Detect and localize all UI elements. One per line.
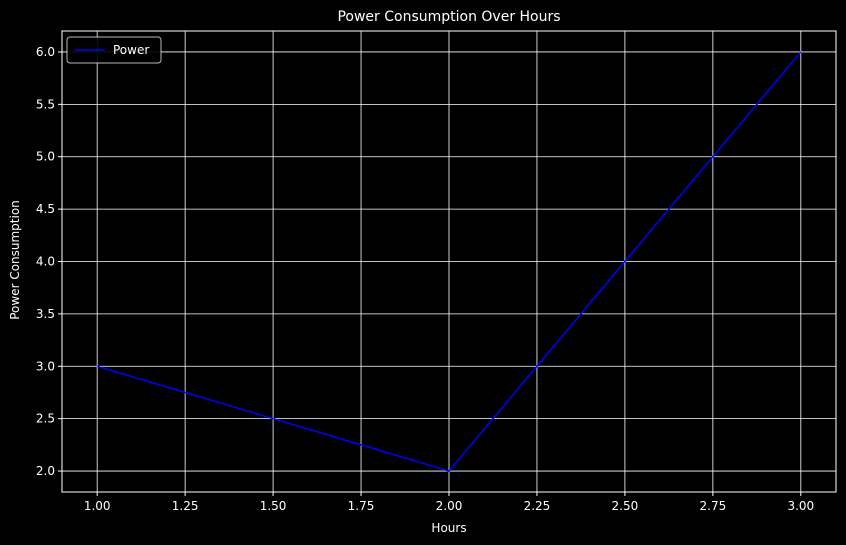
series-layer xyxy=(96,51,802,472)
x-tick-label: 2.00 xyxy=(436,499,463,513)
y-axis: 2.0 2.5 3.0 3.5 4.0 4.5 5.0 5.5 6.0 xyxy=(36,45,62,478)
y-tick-label: 4.0 xyxy=(36,255,55,269)
chart-title: Power Consumption Over Hours xyxy=(337,9,560,25)
x-tick-label: 1.50 xyxy=(260,499,287,513)
y-tick-label: 6.0 xyxy=(36,45,55,59)
legend-box xyxy=(66,36,162,64)
y-tick-label: 2.0 xyxy=(36,464,55,478)
y-tick-label: 5.0 xyxy=(36,150,55,164)
x-tick-label: 2.25 xyxy=(524,499,551,513)
y-tick-label: 2.5 xyxy=(36,412,55,426)
x-tick-label: 1.25 xyxy=(172,499,199,513)
y-axis-label: Power Consumption xyxy=(8,200,22,320)
y-tick-label: 4.5 xyxy=(36,202,55,216)
y-tick-label: 3.0 xyxy=(36,359,55,373)
x-tick-label: 1.75 xyxy=(348,499,375,513)
x-axis: 1.00 1.25 1.50 1.75 2.00 2.25 2.50 2.75 3.00 xyxy=(84,492,814,513)
y-tick-label: 5.5 xyxy=(36,97,55,111)
x-tick-label: 3.00 xyxy=(787,499,814,513)
x-tick-label: 2.50 xyxy=(612,499,639,513)
legend: Power xyxy=(66,36,162,64)
x-tick-label: 2.75 xyxy=(700,499,727,513)
y-tick-label: 3.5 xyxy=(36,307,55,321)
x-axis-label: Hours xyxy=(431,521,466,535)
legend-label-power: Power xyxy=(113,43,149,57)
x-tick-label: 1.00 xyxy=(84,499,111,513)
